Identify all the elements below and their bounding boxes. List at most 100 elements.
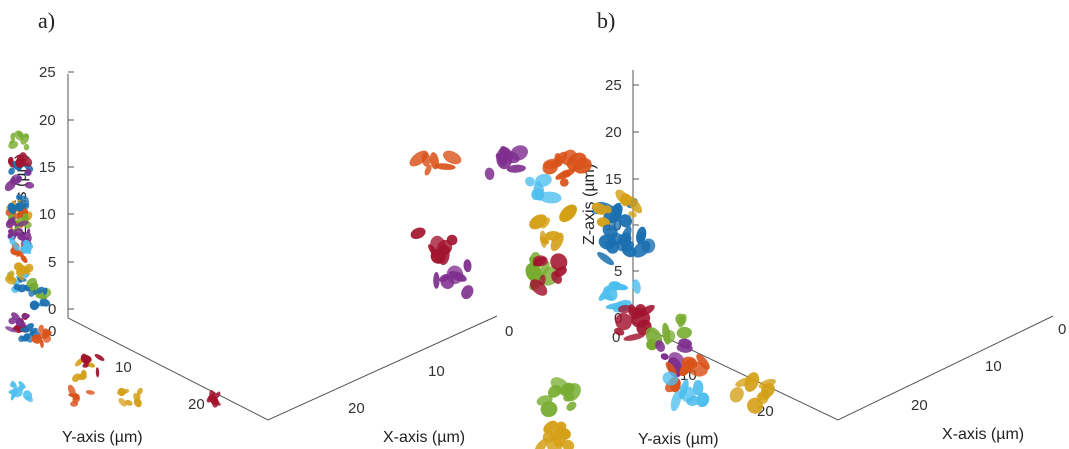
panel-a-x-tick: 10 (428, 363, 445, 380)
panel-a-z-tick: 10 (39, 206, 56, 223)
cluster-fragment (18, 152, 28, 163)
cluster-fragment (133, 397, 142, 408)
cluster-fragment (693, 380, 704, 396)
cluster-fragment (615, 189, 630, 205)
cluster-fragment (211, 399, 221, 406)
cluster-blob (18, 323, 41, 343)
panel-b-z-tick: 25 (605, 77, 622, 94)
cluster-fragment (747, 397, 763, 414)
cluster-fragment (632, 279, 641, 294)
cluster-blob (8, 130, 30, 151)
cluster-fragment (619, 214, 633, 228)
cluster-fragment (441, 246, 451, 256)
cluster-fragment (70, 401, 79, 407)
cluster-fragment (20, 133, 30, 145)
cluster-fragment (31, 334, 43, 344)
cluster-fragment (675, 313, 686, 325)
cluster-fragment (85, 390, 95, 395)
cluster-blob (5, 216, 31, 241)
cluster-fragment (670, 390, 682, 412)
cluster-fragment (80, 353, 88, 363)
cluster-fragment (554, 266, 567, 277)
cluster-fragment (215, 391, 221, 399)
cluster-blob (662, 371, 710, 412)
cluster-fragment (9, 138, 16, 145)
cluster-fragment (539, 191, 562, 204)
cluster-fragment (534, 438, 549, 449)
cluster-fragment (15, 265, 25, 277)
panel-a: a) 25 20 15 10 5 0 0 10 20 0 10 20 Z-axi… (4, 8, 513, 446)
cluster-blob (4, 262, 34, 285)
panel-b: b) 25 20 15 10 5 0 0 10 20 0 10 20 Z-axi… (409, 8, 1066, 449)
cluster-fragment (43, 287, 48, 296)
panel-a-y-axis-label: Y-axis (µm) (62, 429, 143, 446)
cluster-blob (117, 387, 143, 408)
cluster-fragment (26, 228, 31, 234)
cluster-fragment (680, 386, 696, 403)
cluster-fragment (536, 395, 553, 406)
cluster-fragment (696, 392, 710, 408)
cluster-fragment (758, 378, 776, 389)
panel-b-x-axis-label: X-axis (µm) (942, 426, 1024, 443)
cluster-blob (206, 390, 221, 408)
cluster-fragment (4, 180, 16, 192)
cluster-fragment (628, 211, 637, 218)
cluster-fragment (506, 164, 526, 173)
cluster-fragment (550, 232, 564, 252)
cluster-fragment (25, 337, 33, 343)
cluster-fragment (16, 220, 29, 227)
cluster-fragment (17, 284, 27, 293)
cluster-fragment (26, 234, 32, 242)
cluster-fragment (21, 313, 30, 319)
cluster-fragment (676, 326, 692, 339)
panel-a-z-tick: 0 (48, 301, 56, 318)
panel-a-z-tick: 15 (39, 159, 56, 176)
cluster-fragment (67, 384, 76, 397)
cluster-fragment (11, 312, 21, 321)
panel-a-z-tick: 5 (48, 254, 56, 271)
cluster-fragment (679, 358, 695, 377)
cluster-blob (529, 253, 568, 296)
cluster-fragment (20, 254, 28, 263)
panel-b-z-tick: 20 (605, 124, 622, 141)
cluster-fragment (550, 253, 568, 271)
cluster-blob (80, 353, 105, 378)
cluster-fragment (660, 353, 669, 360)
cluster-fragment (18, 162, 27, 167)
cluster-fragment (10, 389, 17, 401)
cluster-fragment (564, 383, 581, 402)
cluster-blob (29, 286, 51, 311)
cluster-fragment (118, 398, 127, 407)
panel-b-y-tick: 0 (612, 329, 620, 346)
cluster-fragment (696, 353, 710, 370)
cluster-fragment (529, 279, 548, 296)
cluster-fragment (15, 202, 25, 212)
cluster-fragment (618, 304, 633, 314)
cluster-fragment (443, 150, 462, 165)
cluster-fragment (550, 377, 571, 395)
cluster-blob (4, 312, 30, 333)
panel-a-y-tick: 20 (188, 396, 205, 413)
cluster-fragment (602, 292, 614, 301)
cluster-fragment (559, 178, 569, 187)
cluster-fragment (636, 226, 647, 245)
cluster-fragment (533, 255, 548, 267)
cluster-fragment (16, 131, 23, 138)
cluster-fragment (498, 151, 508, 167)
cluster-fragment (510, 145, 528, 161)
cluster-fragment (433, 272, 440, 289)
cluster-fragment (409, 150, 429, 167)
panel-b-label: b) (597, 8, 615, 33)
cluster-fragment (632, 240, 651, 258)
cluster-fragment (68, 393, 79, 398)
cluster-fragment (36, 286, 45, 294)
cluster-fragment (611, 202, 621, 212)
cluster-fragment (9, 239, 17, 246)
cluster-blob (8, 380, 34, 403)
cluster-fragment (10, 132, 16, 140)
cluster-fragment (620, 225, 632, 247)
cluster-fragment (729, 386, 744, 403)
cluster-fragment (18, 381, 26, 389)
cluster-fragment (555, 168, 576, 180)
panel-a-z-ticks: 25 20 15 10 5 0 (39, 64, 74, 318)
